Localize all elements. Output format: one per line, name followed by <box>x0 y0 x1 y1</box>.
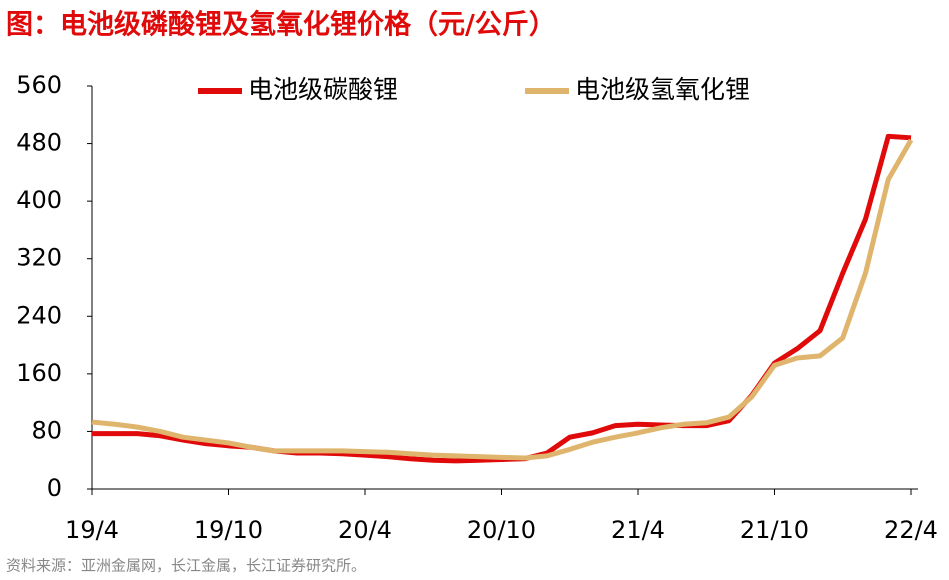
x-tick-label: 19/4 <box>65 516 119 544</box>
y-tick-label: 240 <box>16 301 62 329</box>
y-tick-label: 400 <box>16 186 62 214</box>
legend-label: 电池级碳酸锂 <box>248 75 398 104</box>
y-tick-label: 160 <box>16 359 62 387</box>
y-tick-label: 320 <box>16 244 62 272</box>
y-tick-label: 480 <box>16 129 62 157</box>
series-line <box>92 133 912 464</box>
series-line <box>91 138 914 461</box>
source-note: 资料来源：亚洲金属网，长江金属，长江证券研究所。 <box>6 557 366 575</box>
y-tick-label: 0 <box>47 474 62 502</box>
y-tick-label: 560 <box>16 71 62 99</box>
x-tick-label: 21/4 <box>611 516 665 544</box>
chart-title: 图：电池级磷酸锂及氢氧化锂价格（元/公斤） <box>6 9 556 41</box>
x-tick-label: 20/10 <box>467 516 536 544</box>
x-tick-label: 20/4 <box>338 516 392 544</box>
legend-label: 电池级氢氧化锂 <box>575 75 750 104</box>
x-tick-label: 22/4 <box>884 516 938 544</box>
x-tick-label: 19/10 <box>194 516 263 544</box>
y-tick-label: 80 <box>31 416 62 444</box>
x-tick-label: 21/10 <box>740 516 809 544</box>
